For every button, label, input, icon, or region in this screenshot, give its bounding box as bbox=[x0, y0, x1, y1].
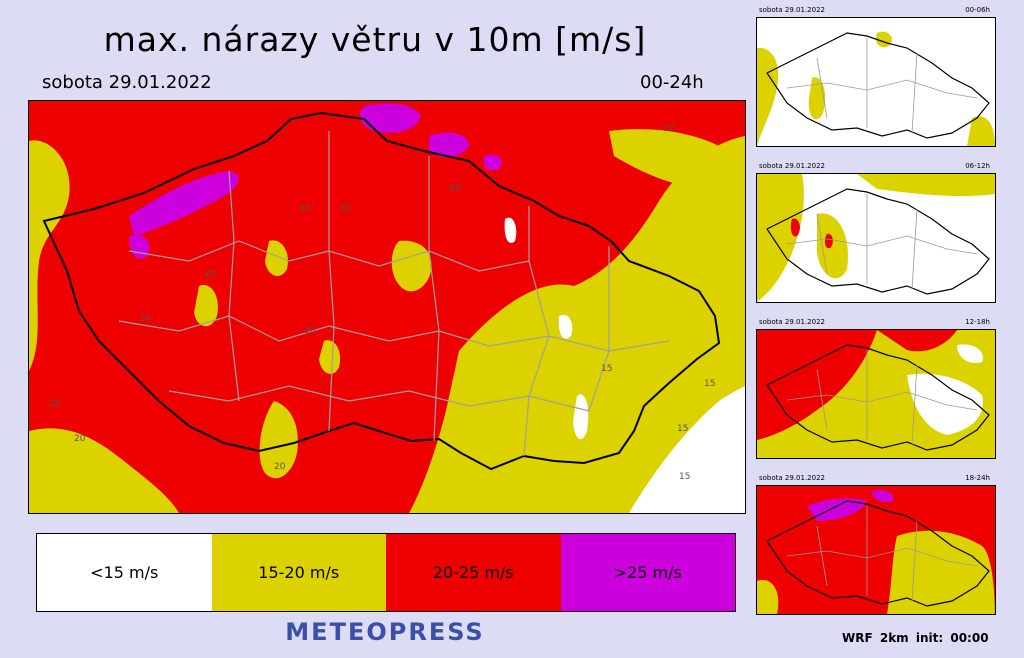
gust-zone-15-20-patch-c bbox=[319, 340, 341, 374]
gust-zone-15-20-patch-b bbox=[265, 240, 288, 276]
contour-label-12: 15 bbox=[679, 472, 690, 482]
contour-label-2: 20 bbox=[299, 204, 311, 214]
gust-zone-15-20-northeast bbox=[609, 129, 728, 187]
legend-label: 20-25 m/s bbox=[432, 563, 514, 582]
legend-above-25: >25 m/s bbox=[560, 534, 735, 611]
contour-label-3: 20 bbox=[204, 269, 216, 279]
thumbnail-range: 12-18h bbox=[965, 318, 990, 326]
gust-zone-15-20-southwest bbox=[29, 428, 179, 513]
contour-label-11: 15 bbox=[677, 424, 688, 434]
thumbnail-date: sobota 29.01.2022 bbox=[759, 6, 825, 14]
thumbnail-map bbox=[756, 485, 996, 615]
gust-zone-15-20-south bbox=[259, 401, 298, 479]
contour-label-7: 20 bbox=[274, 462, 286, 472]
legend-label: >25 m/s bbox=[613, 563, 682, 582]
gust-zone-below-15-patch-a bbox=[573, 394, 589, 440]
thumbnail-map bbox=[756, 173, 996, 303]
contour-label-6: 20 bbox=[49, 399, 61, 409]
legend-15-20: 15-20 m/s bbox=[211, 534, 386, 611]
region-borders bbox=[118, 131, 670, 457]
legend-below-15: <15 m/s bbox=[37, 534, 212, 611]
model-info: WRF 2km init: 00:00 bbox=[842, 631, 989, 645]
thumbnail-map bbox=[756, 17, 996, 147]
thumbnail-12-18[interactable]: sobota 29.01.2022 12-18h bbox=[756, 318, 996, 459]
czech-border bbox=[42, 111, 721, 471]
thumbnail-range: 06-12h bbox=[965, 162, 990, 170]
contour-label-13: 20 bbox=[664, 124, 676, 134]
wind-gust-map-svg: 20 20 20 20 20 20 20 20 15 15 15 15 20 2… bbox=[29, 101, 745, 513]
wind-legend: <15 m/s 15-20 m/s 20-25 m/s >25 m/s bbox=[36, 533, 736, 612]
gust-zone-below-15-southeast bbox=[629, 386, 745, 513]
thumbnail-range: 00-06h bbox=[965, 6, 990, 14]
contour-label-1: 20 bbox=[339, 204, 351, 214]
thumbnail-18-24[interactable]: sobota 29.01.2022 18-24h bbox=[756, 474, 996, 615]
contour-label-9: 15 bbox=[601, 364, 612, 374]
thumbnail-00-06[interactable]: sobota 29.01.2022 00-06h bbox=[756, 6, 996, 147]
gust-zone-above-25-west bbox=[129, 234, 150, 259]
thumbnail-date: sobota 29.01.2022 bbox=[759, 474, 825, 482]
legend-label: <15 m/s bbox=[90, 563, 159, 582]
forecast-date: sobota 29.01.2022 bbox=[42, 72, 212, 93]
forecast-range: 00-24h bbox=[640, 72, 704, 93]
gust-zone-above-25-north bbox=[360, 103, 421, 133]
legend-label: 15-20 m/s bbox=[258, 563, 340, 582]
gust-zone-above-25-northeast bbox=[429, 132, 469, 158]
legend-20-25: 20-25 m/s bbox=[386, 534, 561, 611]
gust-zone-below-15-patch-b bbox=[558, 314, 573, 339]
contour-label-5: 20 bbox=[304, 326, 316, 336]
map-title: max. nárazy větru v 10m [m/s] bbox=[103, 20, 647, 59]
thumbnail-date: sobota 29.01.2022 bbox=[759, 162, 825, 170]
thumbnail-map bbox=[756, 329, 996, 459]
gust-zone-15-20-west bbox=[29, 140, 70, 371]
contour-label-14: 20 bbox=[74, 434, 86, 444]
thumbnail-06-12[interactable]: sobota 29.01.2022 06-12h bbox=[756, 162, 996, 303]
brand-logo: METEOPRESS bbox=[285, 618, 485, 646]
gust-zone-above-25-northwest bbox=[129, 171, 239, 236]
contour-label-8: 20 bbox=[449, 184, 461, 194]
thumbnail-date: sobota 29.01.2022 bbox=[759, 318, 825, 326]
thumbnail-range: 18-24h bbox=[965, 474, 990, 482]
gust-zone-below-15-patch-c bbox=[504, 217, 517, 243]
contour-label-10: 15 bbox=[704, 379, 715, 389]
gust-zone-15-20-patch-a bbox=[194, 285, 218, 327]
contour-label-4: 20 bbox=[139, 314, 151, 324]
main-wind-map: 20 20 20 20 20 20 20 20 15 15 15 15 20 2… bbox=[28, 100, 746, 514]
gust-zone-15-20-east bbox=[409, 136, 745, 513]
gust-zone-above-25-patch bbox=[483, 154, 502, 171]
